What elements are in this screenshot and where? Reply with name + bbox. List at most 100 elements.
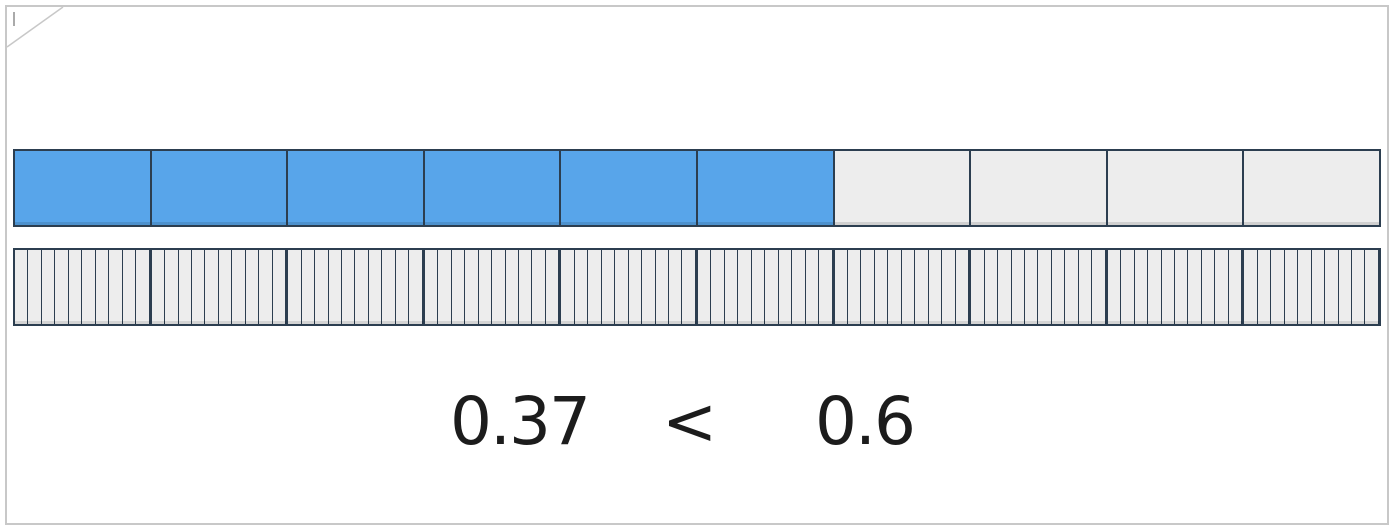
hundredths-cell[interactable] (819, 250, 833, 324)
hundredths-cell[interactable] (942, 250, 956, 324)
hundredths-cell[interactable] (122, 250, 137, 324)
hundredths-cell[interactable] (315, 250, 329, 324)
hundredths-cell[interactable] (655, 250, 669, 324)
hundredths-cell[interactable] (874, 250, 889, 324)
hundredths-cell[interactable] (1365, 250, 1379, 324)
tenths-segment[interactable] (288, 151, 425, 225)
tenths-segment[interactable] (697, 151, 835, 225)
tenths-segment[interactable] (15, 151, 152, 225)
hundredths-cell[interactable] (465, 250, 479, 324)
tenths-bar[interactable] (13, 149, 1381, 227)
hundredths-cell[interactable] (984, 250, 999, 324)
hundredths-cell[interactable] (382, 250, 396, 324)
hundredths-cell[interactable] (669, 250, 683, 324)
hundredths-cell[interactable] (55, 250, 69, 324)
hundredths-cell[interactable] (245, 250, 260, 324)
hundredths-cell[interactable] (888, 250, 902, 324)
hundredths-cell[interactable] (588, 250, 602, 324)
hundredths-cell[interactable] (259, 250, 273, 324)
hundredths-cell[interactable] (505, 250, 519, 324)
hundredths-cell[interactable] (451, 250, 466, 324)
hundredths-cell[interactable] (136, 250, 150, 324)
hundredths-cell[interactable] (328, 250, 342, 324)
hundredths-cell[interactable] (834, 250, 849, 324)
hundredths-cell[interactable] (861, 250, 875, 324)
tenths-segment[interactable] (971, 151, 1108, 225)
hundredths-cell[interactable] (574, 250, 589, 324)
hundredths-cell[interactable] (724, 250, 739, 324)
hundredths-cell[interactable] (1338, 250, 1352, 324)
hundredths-cell[interactable] (109, 250, 123, 324)
hundredths-cell[interactable] (395, 250, 410, 324)
hundredths-cell[interactable] (642, 250, 656, 324)
hundredths-cell[interactable] (15, 250, 29, 324)
hundredths-cell[interactable] (697, 250, 712, 324)
hundredths-cell[interactable] (1078, 250, 1093, 324)
hundredths-cell[interactable] (901, 250, 916, 324)
hundredths-cell[interactable] (751, 250, 766, 324)
hundredths-cell[interactable] (424, 250, 439, 324)
hundredths-cell[interactable] (438, 250, 452, 324)
hundredths-cell[interactable] (151, 250, 166, 324)
hundredths-cell[interactable] (928, 250, 943, 324)
hundredths-cell[interactable] (601, 250, 616, 324)
hundredths-cell[interactable] (848, 250, 862, 324)
hundredths-cell[interactable] (68, 250, 83, 324)
hundredths-cell[interactable] (178, 250, 192, 324)
tenths-segment[interactable] (424, 151, 562, 225)
hundredths-cell[interactable] (272, 250, 287, 324)
hundredths-bar[interactable] (13, 248, 1381, 326)
tenths-segment[interactable] (1107, 151, 1245, 225)
hundredths-cell[interactable] (1311, 250, 1326, 324)
hundredths-cell[interactable] (1107, 250, 1122, 324)
hundredths-cell[interactable] (1024, 250, 1039, 324)
hundredths-cell[interactable] (998, 250, 1012, 324)
hundredths-cell[interactable] (478, 250, 493, 324)
hundredths-cell[interactable] (1351, 250, 1366, 324)
hundredths-cell[interactable] (95, 250, 110, 324)
hundredths-cell[interactable] (765, 250, 779, 324)
hundredths-cell[interactable] (1121, 250, 1135, 324)
hundredths-cell[interactable] (232, 250, 246, 324)
hundredths-cell[interactable] (1092, 250, 1106, 324)
hundredths-cell[interactable] (165, 250, 179, 324)
hundredths-cell[interactable] (368, 250, 383, 324)
hundredths-cell[interactable] (1161, 250, 1176, 324)
hundredths-cell[interactable] (778, 250, 793, 324)
hundredths-cell[interactable] (301, 250, 316, 324)
hundredths-cell[interactable] (41, 250, 56, 324)
hundredths-cell[interactable] (532, 250, 546, 324)
hundredths-cell[interactable] (1065, 250, 1079, 324)
hundredths-cell[interactable] (915, 250, 929, 324)
hundredths-cell[interactable] (492, 250, 506, 324)
tenths-segment[interactable] (834, 151, 972, 225)
hundredths-cell[interactable] (1215, 250, 1229, 324)
hundredths-cell[interactable] (628, 250, 643, 324)
hundredths-cell[interactable] (1011, 250, 1025, 324)
tenths-segment[interactable] (1244, 151, 1379, 225)
hundredths-cell[interactable] (1188, 250, 1202, 324)
hundredths-cell[interactable] (1134, 250, 1149, 324)
hundredths-cell[interactable] (82, 250, 96, 324)
hundredths-cell[interactable] (191, 250, 206, 324)
hundredths-cell[interactable] (545, 250, 560, 324)
hundredths-cell[interactable] (218, 250, 233, 324)
hundredths-cell[interactable] (409, 250, 423, 324)
tenths-segment[interactable] (151, 151, 289, 225)
hundredths-cell[interactable] (805, 250, 820, 324)
hundredths-cell[interactable] (1148, 250, 1162, 324)
hundredths-cell[interactable] (205, 250, 219, 324)
hundredths-cell[interactable] (682, 250, 696, 324)
hundredths-cell[interactable] (971, 250, 985, 324)
hundredths-cell[interactable] (1257, 250, 1272, 324)
hundredths-cell[interactable] (1228, 250, 1243, 324)
hundredths-cell[interactable] (711, 250, 725, 324)
hundredths-cell[interactable] (1201, 250, 1216, 324)
hundredths-cell[interactable] (1271, 250, 1285, 324)
hundredths-cell[interactable] (1325, 250, 1339, 324)
hundredths-cell[interactable] (1244, 250, 1258, 324)
hundredths-cell[interactable] (1051, 250, 1066, 324)
hundredths-cell[interactable] (355, 250, 369, 324)
hundredths-cell[interactable] (1038, 250, 1052, 324)
tenths-segment[interactable] (561, 151, 698, 225)
